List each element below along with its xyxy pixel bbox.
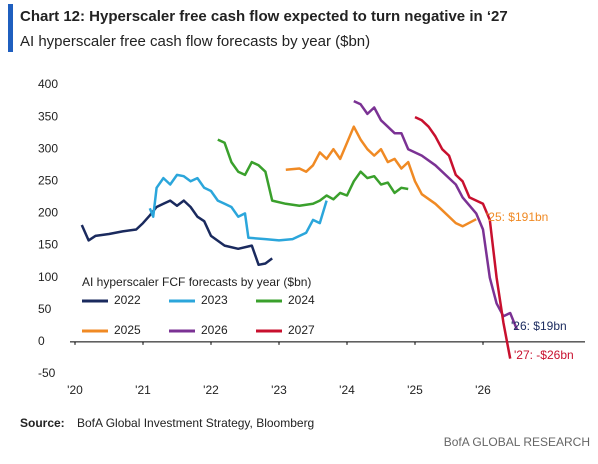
annotation: '26: $19bn: [511, 319, 567, 333]
branding: BofA GLOBAL RESEARCH: [444, 435, 590, 449]
y-tick-label: 50: [38, 302, 52, 316]
title-accent: [8, 4, 13, 52]
y-tick-label: 100: [38, 270, 58, 284]
source-label: Source:: [20, 416, 65, 430]
legend-label: 2025: [114, 323, 141, 337]
series-line: [353, 99, 519, 331]
y-tick-label: -50: [38, 366, 56, 380]
series-line: [217, 138, 409, 207]
y-tick-label: 0: [38, 334, 45, 348]
x-tick-label: '25: [407, 383, 423, 397]
chart-title: Chart 12: Hyperscaler free cash flow exp…: [20, 8, 508, 25]
y-tick-label: 350: [38, 109, 58, 123]
series-line: [80, 199, 273, 267]
series-line: [285, 125, 477, 228]
legend-label: 2027: [288, 323, 315, 337]
x-tick-label: '22: [203, 383, 219, 397]
x-tick-label: '24: [339, 383, 355, 397]
legend-label: 2026: [201, 323, 228, 337]
annotation: '25: $191bn: [486, 210, 548, 224]
x-tick-label: '20: [67, 383, 83, 397]
y-tick-label: 300: [38, 141, 58, 155]
legend-label: 2024: [288, 293, 315, 307]
y-tick-label: 400: [38, 77, 58, 91]
chart-subtitle: AI hyperscaler free cash flow forecasts …: [20, 33, 370, 50]
legend-label: 2022: [114, 293, 141, 307]
series-line: [414, 115, 512, 359]
legend-label: 2023: [201, 293, 228, 307]
y-tick-label: 200: [38, 206, 58, 220]
y-tick-label: 250: [38, 174, 58, 188]
legend-title: AI hyperscaler FCF forecasts by year ($b…: [82, 275, 311, 289]
y-tick-label: 150: [38, 238, 58, 252]
series-line: [148, 173, 328, 242]
annotation: '27: -$26bn: [514, 348, 574, 362]
source: BofA Global Investment Strategy, Bloombe…: [77, 416, 314, 430]
x-tick-label: '21: [135, 383, 151, 397]
x-tick-label: '26: [475, 383, 491, 397]
x-tick-label: '23: [271, 383, 287, 397]
